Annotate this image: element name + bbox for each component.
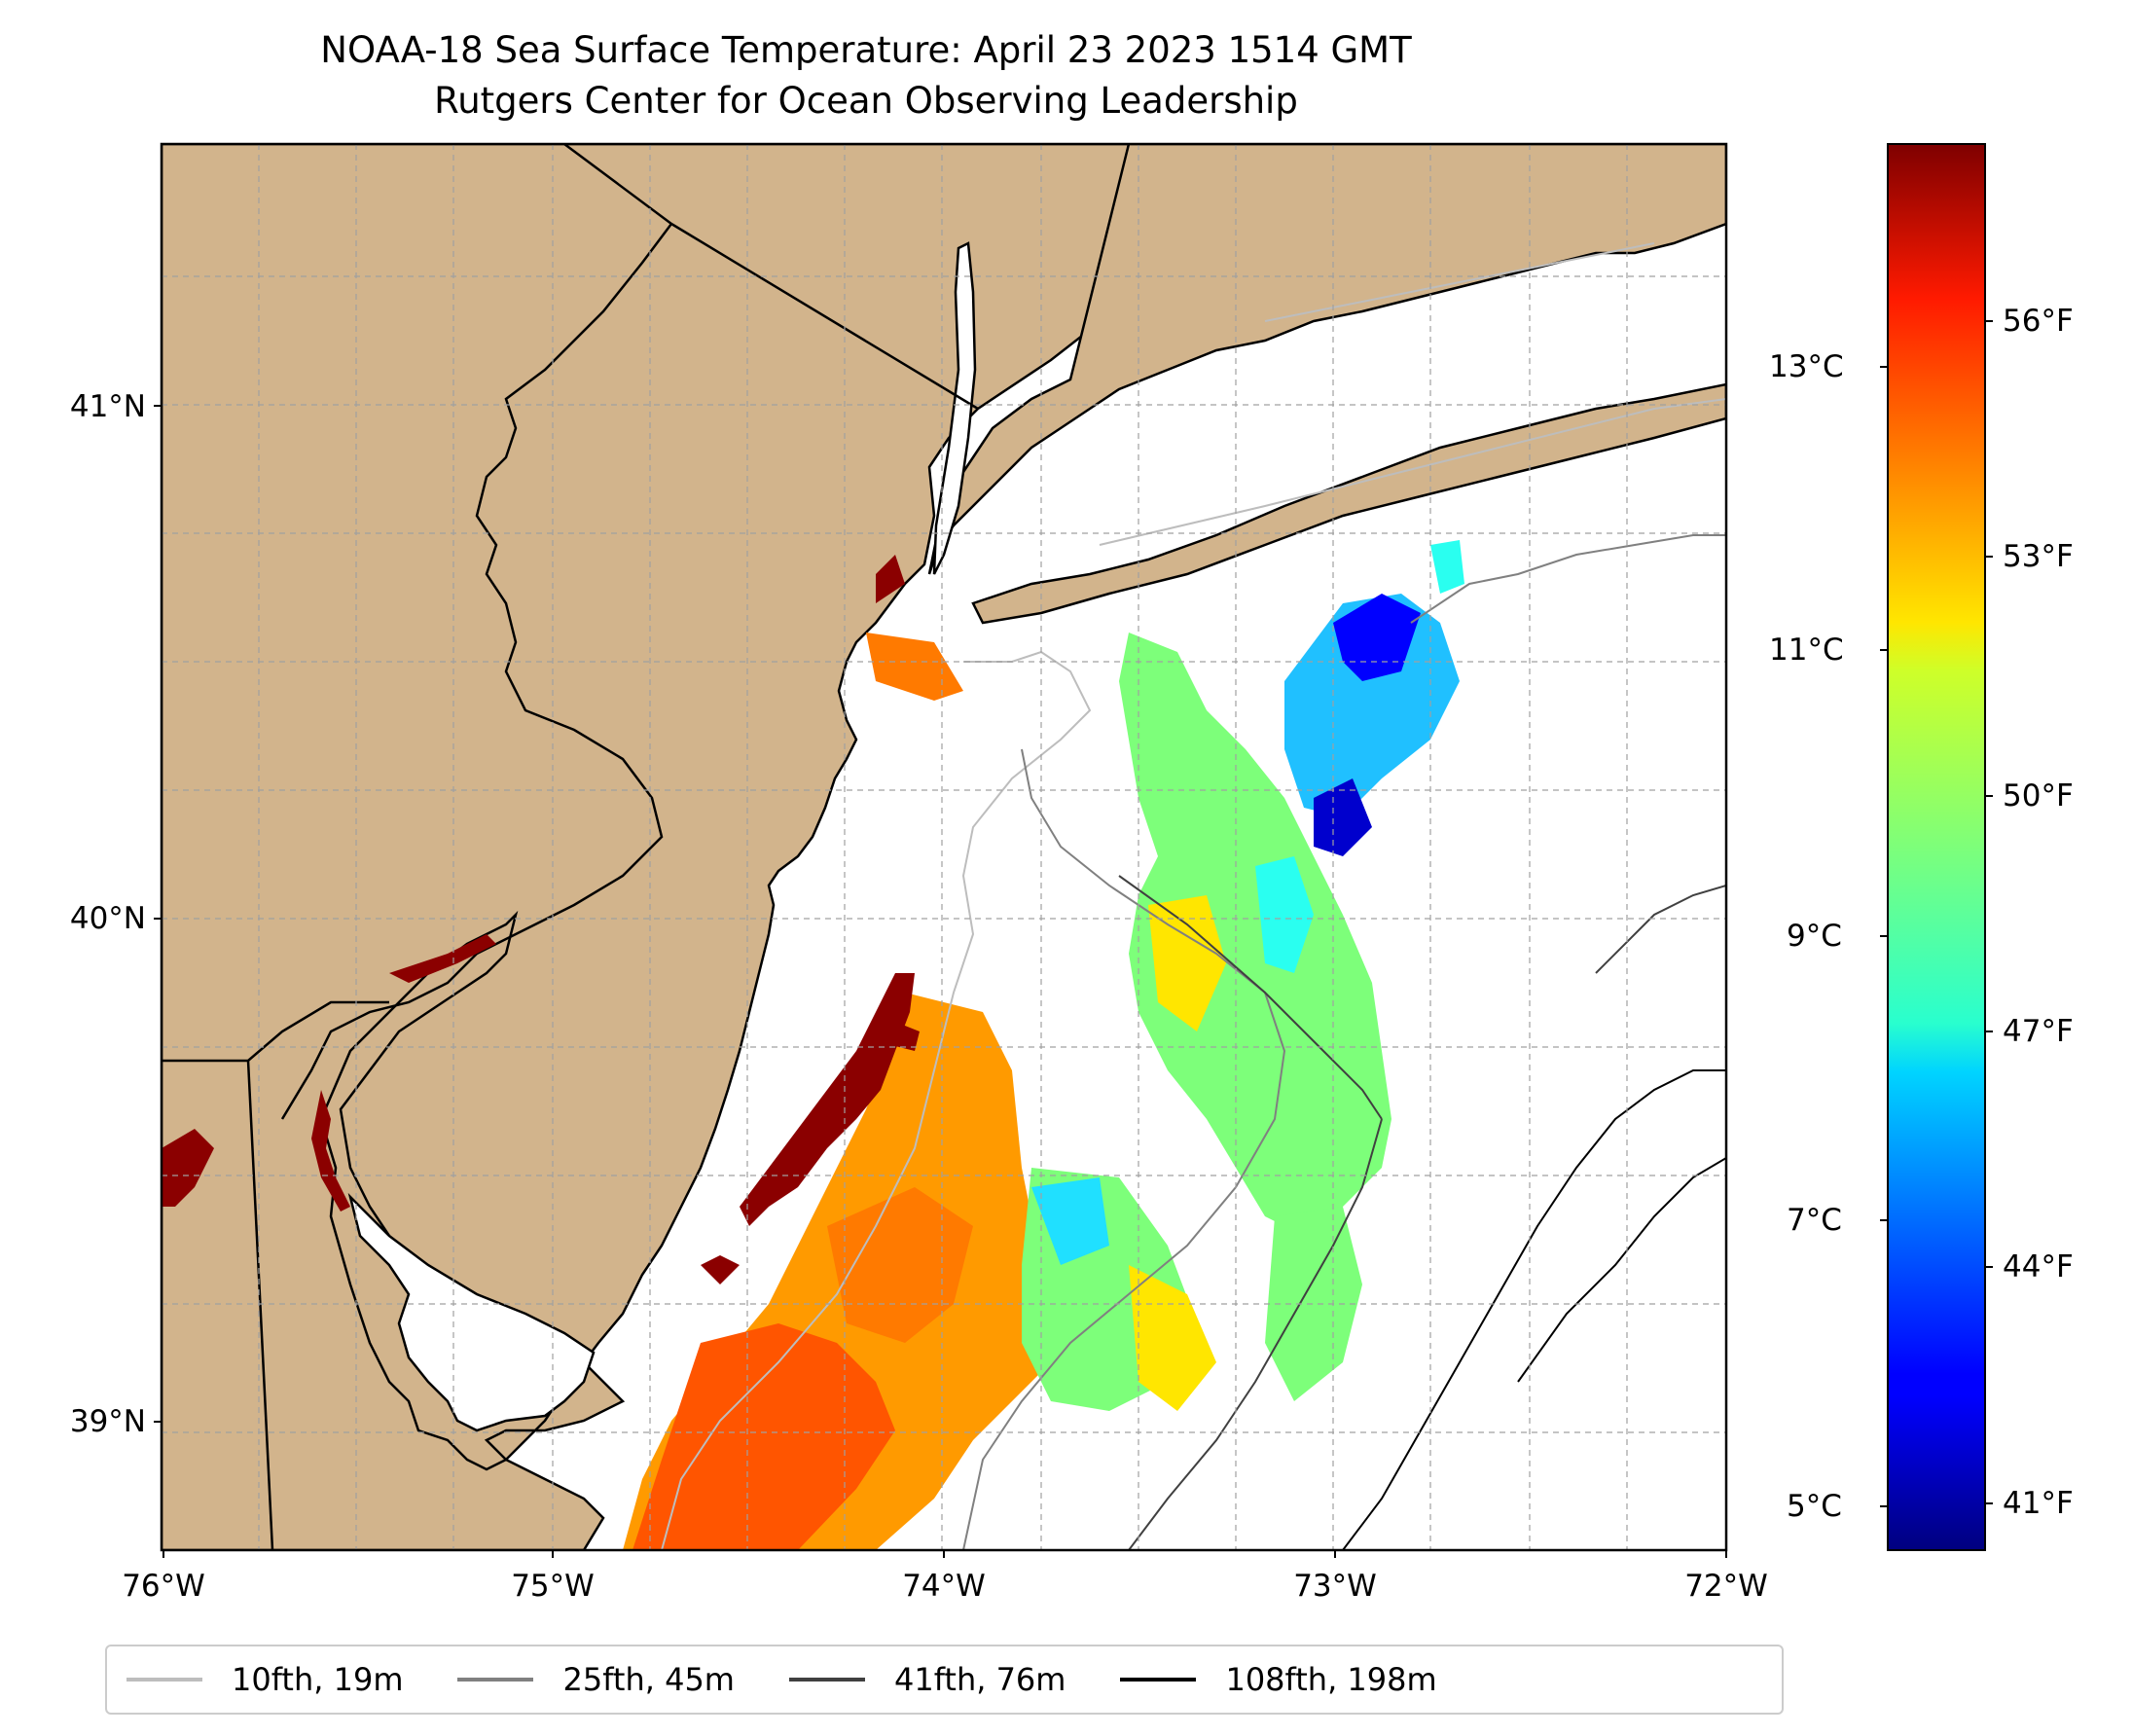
colorbar <box>1887 143 1986 1551</box>
legend-label: 10fth, 19m <box>232 1661 404 1698</box>
colorbar-label-56f: 56°F <box>2003 304 2074 339</box>
graticule <box>162 144 1726 1550</box>
colorbar-label-7c: 7°C <box>1787 1203 1842 1238</box>
colorbar-label-9c: 9°C <box>1787 919 1842 954</box>
delaware-bay <box>347 1192 596 1432</box>
map-area <box>162 144 1726 1550</box>
hudson-river <box>932 241 977 575</box>
lat-label-39: 39°N <box>69 1404 146 1439</box>
map-subtitle: Rutgers Center for Ocean Observing Leade… <box>434 80 1298 122</box>
legend-line-swatch <box>457 1678 534 1682</box>
lon-label-75: 75°W <box>511 1569 595 1604</box>
land-long-island <box>971 382 1726 625</box>
colorbar-label-53f: 53°F <box>2003 539 2074 574</box>
lon-label-72: 72°W <box>1684 1569 1768 1604</box>
colorbar-label-41f: 41°F <box>2003 1486 2074 1521</box>
colorbar-label-5c: 5°C <box>1787 1489 1842 1524</box>
legend-line-swatch <box>126 1678 202 1682</box>
legend-item-41fth: 41fth, 76m <box>788 1661 1066 1698</box>
legend-line-swatch <box>788 1678 865 1682</box>
lat-label-40: 40°N <box>69 901 146 936</box>
lat-label-41: 41°N <box>69 389 146 424</box>
state-borders <box>162 144 979 1550</box>
legend-item-25fth: 25fth, 45m <box>457 1661 735 1698</box>
bathymetry-contours <box>661 242 1726 1550</box>
colorbar-ticks <box>1880 320 1993 1507</box>
lon-label-76: 76°W <box>122 1569 205 1604</box>
legend-label: 41fth, 76m <box>893 1661 1066 1698</box>
contour-legend: 10fth, 19m 25fth, 45m 41fth, 76m 108fth,… <box>105 1645 1784 1715</box>
map-title: NOAA-18 Sea Surface Temperature: April 2… <box>320 29 1412 71</box>
legend-line-swatch <box>1120 1678 1197 1682</box>
axis-ticks <box>154 405 1727 1558</box>
colorbar-label-47f: 47°F <box>2003 1014 2074 1049</box>
legend-item-108fth: 108fth, 198m <box>1120 1661 1437 1698</box>
colorbar-label-11c: 11°C <box>1769 633 1844 668</box>
colorbar-label-13c: 13°C <box>1769 349 1844 384</box>
legend-label: 108fth, 198m <box>1225 1661 1437 1698</box>
lon-label-73: 73°W <box>1293 1569 1377 1604</box>
colorbar-label-50f: 50°F <box>2003 778 2074 814</box>
colorbar-label-44f: 44°F <box>2003 1249 2074 1284</box>
legend-item-10fth: 10fth, 19m <box>126 1661 403 1698</box>
legend-label: 25fth, 45m <box>562 1661 735 1698</box>
lon-label-74: 74°W <box>902 1569 986 1604</box>
